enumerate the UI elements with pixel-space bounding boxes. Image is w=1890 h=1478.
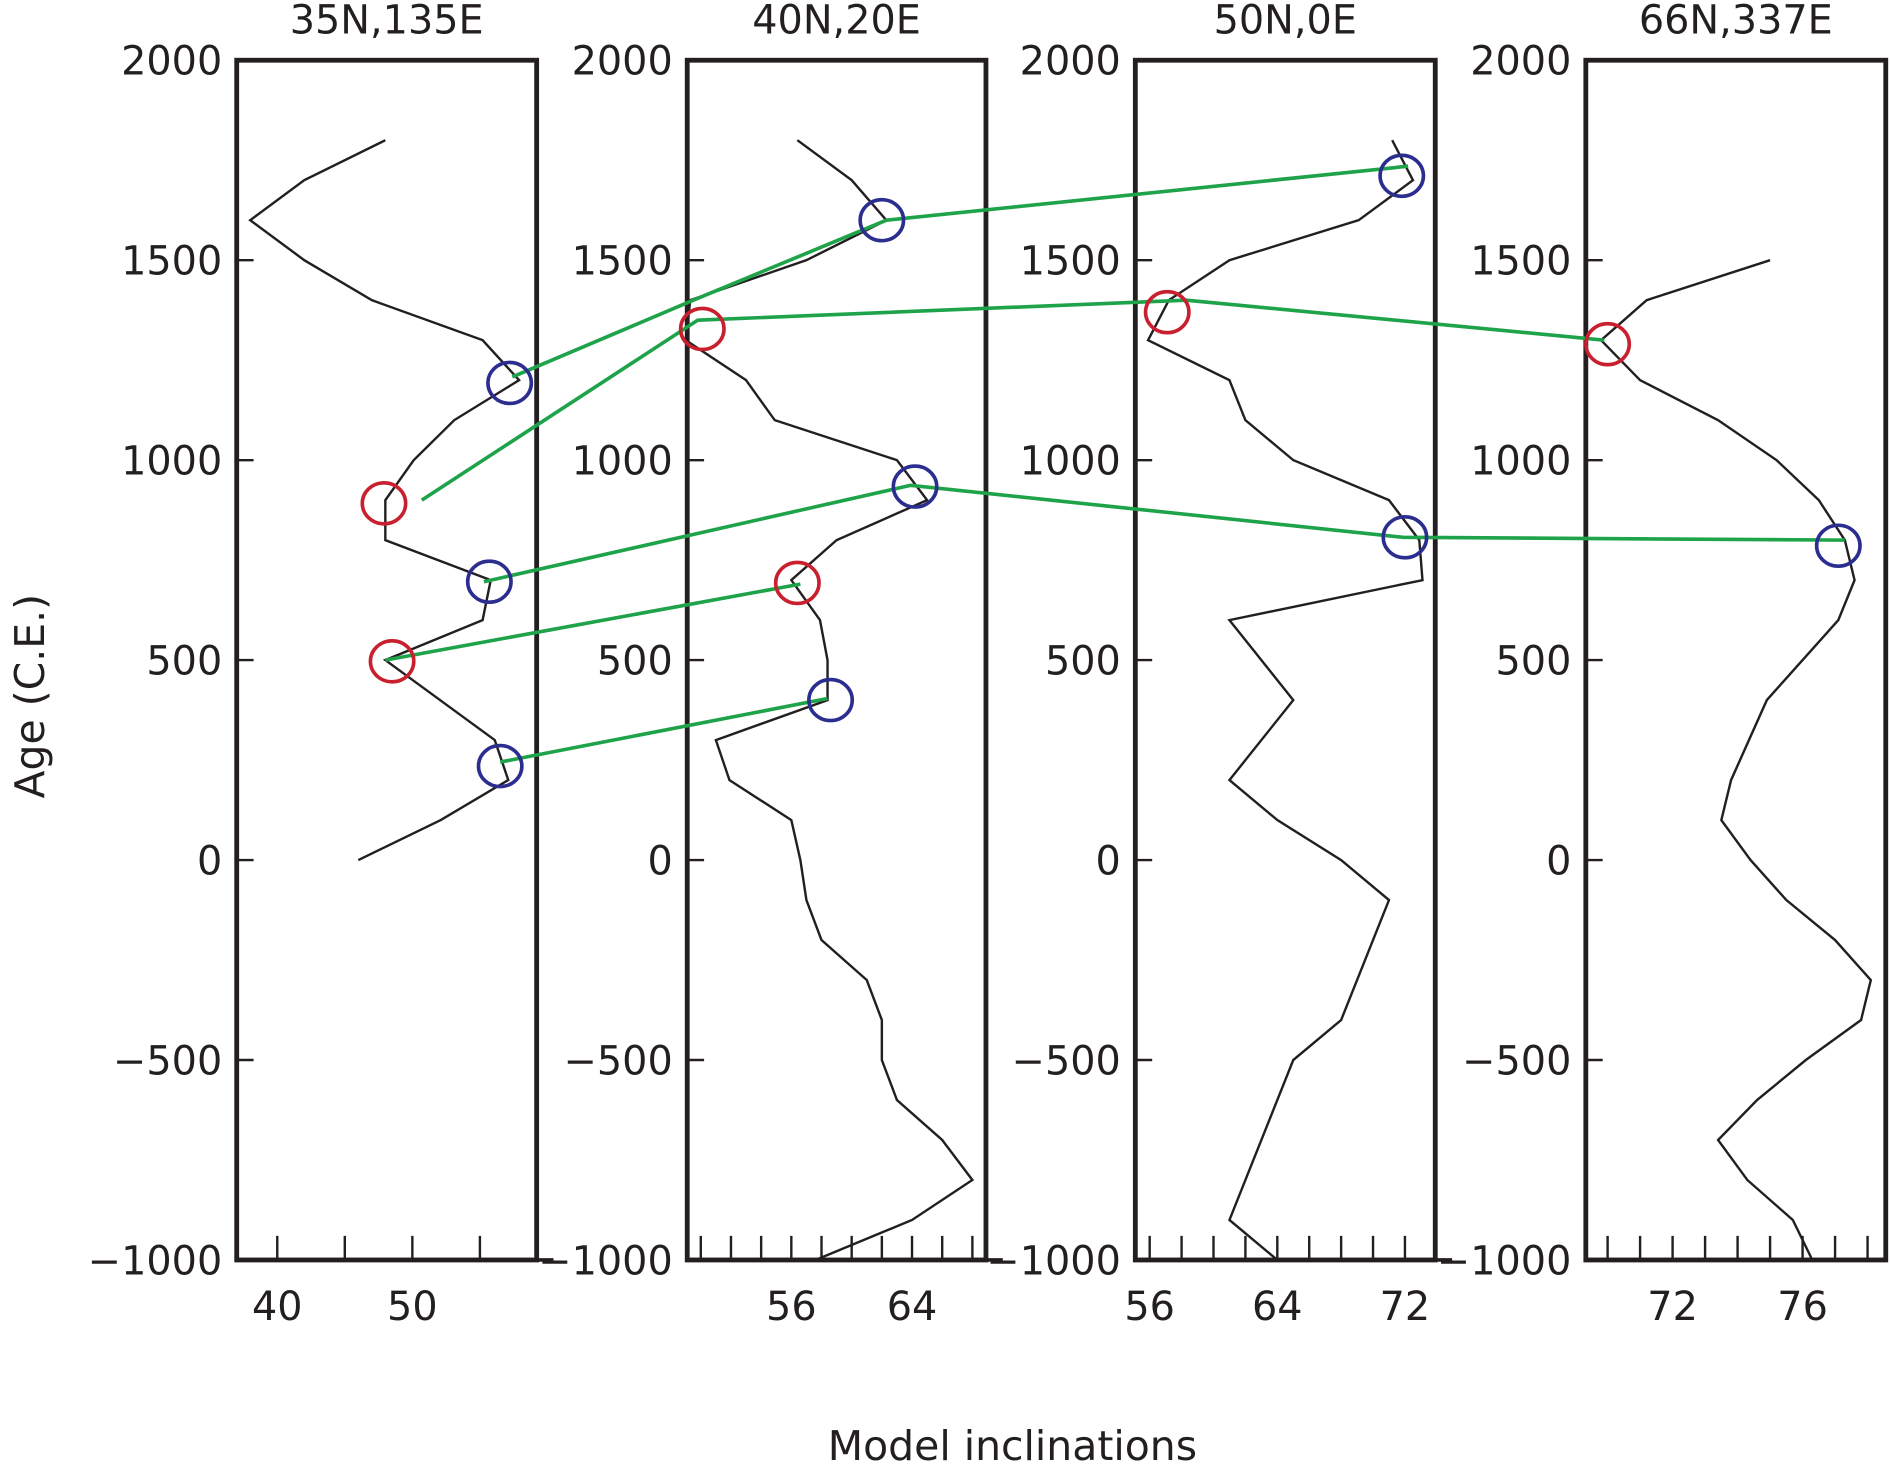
blue-circle-marker	[891, 464, 939, 509]
y-tick-label: −500	[113, 1038, 222, 1084]
panel-title: 50N,0E	[1214, 0, 1357, 44]
y-tick-label: 2000	[1020, 39, 1121, 85]
connector-line	[483, 483, 1845, 584]
markers	[360, 153, 1862, 789]
y-tick-label: 1000	[572, 439, 673, 485]
x-tick-label: 56	[1124, 1284, 1175, 1330]
y-tick-label: 500	[146, 639, 222, 685]
inclination-curve	[248, 139, 521, 862]
y-tick-label: 1500	[572, 239, 673, 285]
blue-circle-marker	[1381, 515, 1429, 560]
y-tick-label: 1000	[1020, 439, 1121, 485]
inclination-curve	[1146, 139, 1424, 1261]
connectors	[385, 164, 1845, 764]
red-circle-marker	[773, 560, 821, 606]
panels: 35N,135E 2000 1500 1000 500 0 −500 −1000 40 50 40N…	[88, 0, 1889, 1330]
y-tick-label: 0	[647, 839, 672, 885]
y-tick-label: −1000	[88, 1238, 222, 1284]
y-tick-label: −1000	[1437, 1238, 1571, 1284]
panel-2: 40N,20E 2000 1500 1000 500 0 −500 −1000 56 64	[538, 0, 1003, 1330]
y-tick-label: −500	[1012, 1038, 1121, 1084]
panel-frame	[684, 57, 989, 1263]
y-tick-label: 500	[1495, 639, 1571, 685]
blue-circle-marker	[465, 559, 513, 605]
y-tick-label: 500	[597, 639, 673, 685]
x-tick-label: 40	[252, 1284, 303, 1330]
red-circle-marker	[1143, 289, 1191, 335]
connector-line	[499, 696, 828, 764]
blue-circle-marker	[1814, 523, 1862, 569]
y-tick-label: 0	[197, 839, 222, 885]
blue-circle-marker	[807, 677, 855, 723]
panel-frame	[1132, 57, 1438, 1263]
blue-circle-marker	[486, 360, 534, 406]
x-tick-label: 50	[387, 1284, 438, 1330]
red-circle-marker	[678, 306, 726, 352]
y-tick-label: 500	[1045, 639, 1121, 685]
x-tick-label: 56	[766, 1284, 817, 1330]
inclination-curve	[1599, 259, 1873, 1261]
blue-circle-marker	[858, 197, 906, 243]
y-tick-label: 0	[1096, 839, 1121, 885]
x-tick-label: 72	[1647, 1284, 1698, 1330]
y-tick-label: 1500	[121, 239, 222, 285]
x-tick-label: 64	[887, 1284, 938, 1330]
x-tick-label: 64	[1252, 1284, 1303, 1330]
panel-4: 66N,337E 2000 1500 1000 500 0 −500 −1000 72 76	[1437, 0, 1889, 1330]
panel-title: 40N,20E	[752, 0, 921, 44]
red-circle-marker	[360, 481, 408, 526]
x-tick-label: 76	[1777, 1284, 1828, 1330]
y-tick-label: 1000	[121, 439, 222, 485]
y-tick-label: −500	[1462, 1038, 1571, 1084]
y-tick-label: 2000	[1470, 39, 1571, 85]
panel-title: 66N,337E	[1639, 0, 1833, 44]
connector-line	[420, 298, 1605, 502]
panel-1: 35N,135E 2000 1500 1000 500 0 −500 −1000 40 50	[88, 0, 554, 1330]
y-tick-label: 1000	[1470, 439, 1571, 485]
y-tick-label: −500	[564, 1038, 673, 1084]
y-tick-label: 1500	[1470, 239, 1571, 285]
panel-frame	[234, 57, 540, 1263]
y-tick-label: 1500	[1020, 239, 1121, 285]
red-circle-marker	[1584, 321, 1632, 367]
red-circle-marker	[368, 639, 416, 684]
x-axis-label: Model inclinations	[828, 1422, 1197, 1470]
y-tick-label: 0	[1546, 839, 1571, 885]
y-tick-label: 2000	[572, 39, 673, 85]
x-tick-label: 72	[1380, 1284, 1431, 1330]
y-tick-label: −1000	[986, 1238, 1120, 1284]
inclination-curve	[684, 139, 975, 1262]
connector-line	[385, 582, 801, 662]
panel-title: 35N,135E	[290, 0, 484, 44]
panel-frame	[1583, 57, 1889, 1263]
blue-circle-marker	[1378, 153, 1426, 199]
connector-line	[511, 164, 1409, 379]
y-tick-label: 2000	[121, 39, 222, 85]
blue-circle-marker	[476, 743, 524, 789]
y-axis-label: Age (C.E.)	[6, 594, 54, 799]
y-tick-label: −1000	[538, 1238, 672, 1284]
